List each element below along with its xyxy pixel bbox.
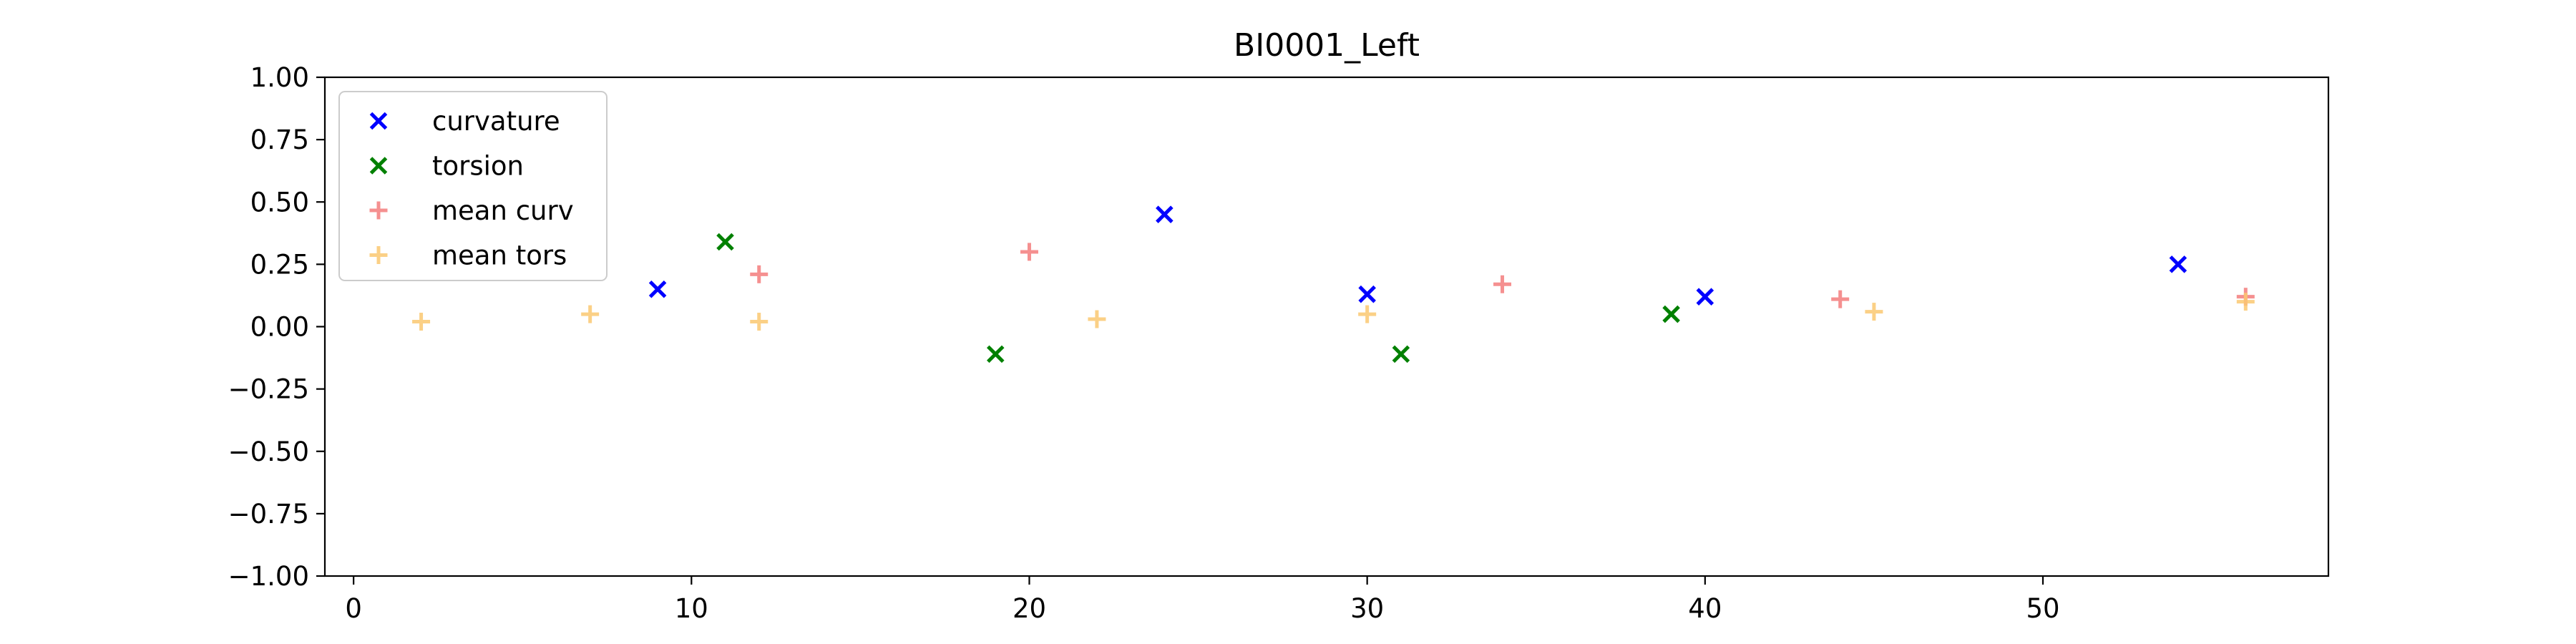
point-curvature-4 (2169, 255, 2187, 273)
point-torsion-0 (716, 233, 734, 251)
x-tick-label: 0 (345, 593, 362, 624)
y-tick-label: −0.25 (228, 374, 309, 405)
point-mean-curv-0 (750, 265, 769, 283)
legend-label-mean-tors: mean tors (432, 240, 567, 271)
legend-marker-curvature (369, 112, 388, 130)
x-tick-label: 30 (1350, 593, 1384, 624)
point-mean-curv-3 (1831, 290, 1850, 308)
x-tick-label: 40 (1688, 593, 1722, 624)
point-mean-tors-3 (1088, 310, 1106, 328)
point-torsion-3 (1662, 305, 1680, 323)
y-tick-label: 0.75 (250, 125, 309, 155)
y-tick-label: −0.50 (228, 436, 309, 467)
legend-label-curvature: curvature (432, 106, 560, 137)
point-curvature-3 (1696, 288, 1714, 306)
x-tick-label: 50 (2026, 593, 2059, 624)
y-tick-label: 0.25 (250, 249, 309, 280)
legend-marker-torsion (369, 157, 388, 175)
y-tick-label: −1.00 (228, 561, 309, 592)
point-curvature-0 (648, 280, 667, 298)
point-mean-tors-4 (1358, 305, 1377, 323)
point-mean-tors-1 (581, 305, 600, 323)
point-mean-curv-1 (1020, 243, 1038, 261)
legend-label-mean-curv: mean curv (432, 195, 574, 226)
x-tick-label: 20 (1013, 593, 1046, 624)
legend: curvature torsion mean curv mean tors (338, 91, 608, 281)
x-tick-label: 10 (675, 593, 708, 624)
point-curvature-2 (1358, 285, 1376, 303)
legend-marker-mean-tors (369, 246, 388, 264)
point-curvature-1 (1156, 205, 1174, 223)
y-tick-label: 0.50 (250, 187, 309, 218)
axis-ticks: 0 10 20 30 40 50 1.00 0.75 0.50 0.25 0.00 −0.25 −0.5… (228, 62, 2060, 624)
legend-box (338, 91, 608, 281)
point-torsion-1 (987, 345, 1005, 364)
y-tick-label: 0.00 (250, 312, 309, 343)
y-tick-label: 1.00 (250, 62, 309, 93)
point-torsion-2 (1392, 345, 1410, 364)
point-mean-tors-2 (750, 313, 769, 331)
y-tick-label: −0.75 (228, 499, 309, 530)
legend-marker-mean-curv (369, 201, 388, 220)
point-mean-tors-5 (1865, 303, 1883, 321)
point-mean-tors-6 (2236, 293, 2255, 311)
plot-frame (323, 76, 2330, 577)
legend-label-torsion: torsion (432, 151, 524, 182)
chart-title: BI0001_Left (1234, 27, 1420, 64)
plot-area (412, 205, 2255, 364)
point-mean-tors-0 (412, 313, 431, 331)
point-mean-curv-2 (1493, 275, 1512, 293)
